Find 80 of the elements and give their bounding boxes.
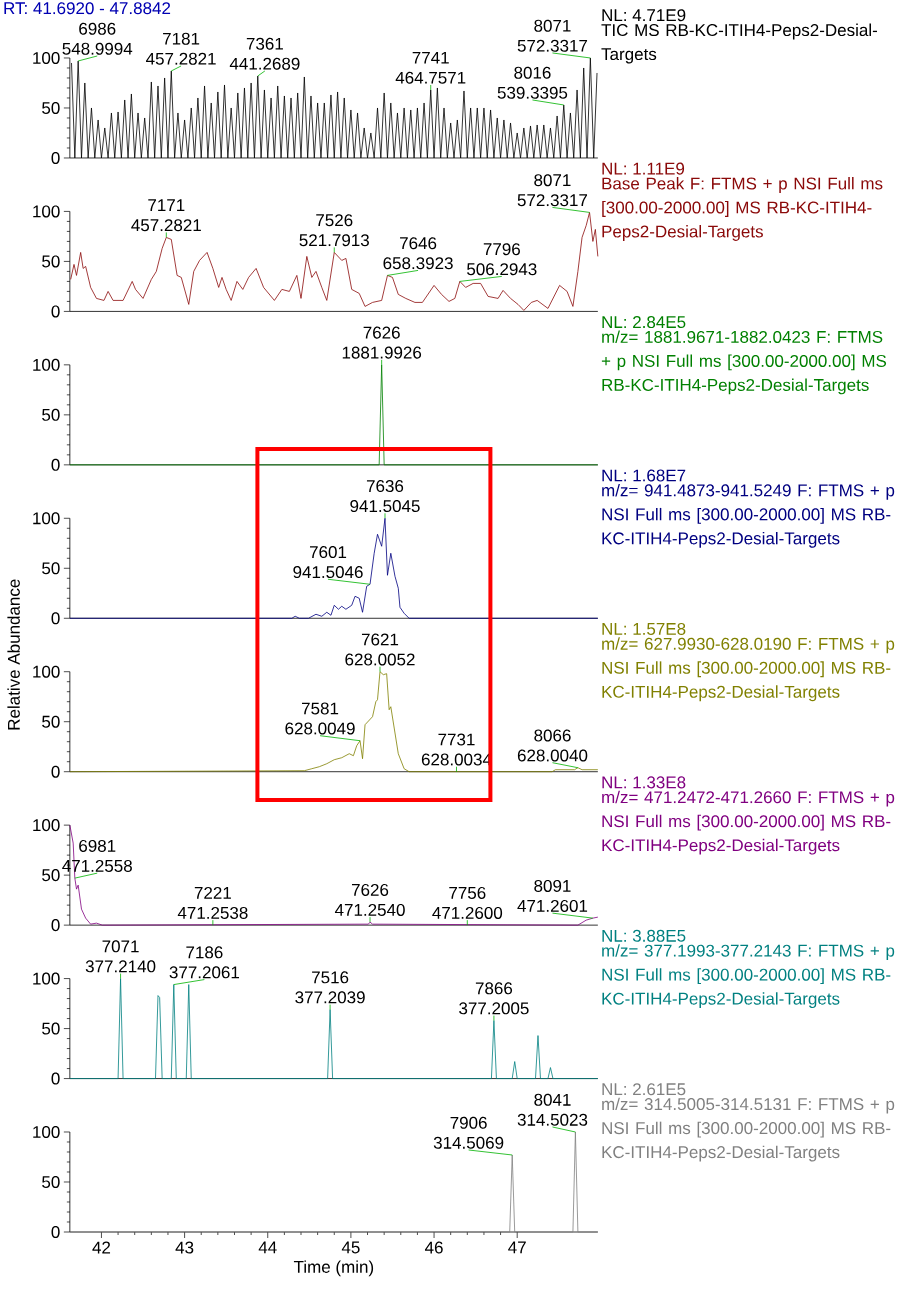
line-series	[70, 212, 599, 311]
annotation: 7071 377.2140	[85, 940, 156, 973]
annotation: 7186 377.2061	[169, 946, 239, 979]
annotation: 7741 464.7571	[395, 51, 466, 84]
annotation: 7906 314.5069	[433, 1116, 504, 1149]
annotation: 7866 377.2005	[459, 982, 529, 1015]
y-tick-label: 0	[51, 151, 60, 165]
y-tick-label: 50	[42, 1175, 60, 1189]
y-tick-label: 50	[42, 101, 60, 115]
x-axis-title: Time (min)	[293, 1260, 374, 1277]
y-tick-label: 100	[33, 358, 60, 371]
series-label: Base Peak F: FTMS + p NSI Full ms [300.00-2000.00] MS RB-KC-ITIH4-Peps2-Desial-Targets	[602, 177, 883, 241]
x-tick-label: 43	[175, 1241, 194, 1254]
text: NL: 3.88E5	[602, 929, 686, 942]
y-tick-label: 50	[42, 715, 60, 728]
annotation: 7361 441.2689	[229, 37, 300, 70]
y-tick-label: 50	[42, 408, 60, 421]
annotation: 7181 457.2821	[146, 32, 216, 65]
annotation: 7581 628.0049	[285, 702, 355, 735]
series-label: m/z= 314.5005-314.5131 F: FTMS + p NSI Full ms [300.00-2000.00] MS RB-KC-ITIH4-Peps2-Desial-Targets	[602, 1097, 895, 1162]
annotation: 7526 521.7913	[299, 214, 369, 247]
y-tick-label: 0	[51, 1225, 60, 1239]
y-tick-label: 0	[51, 458, 60, 471]
y-tick-label: 100	[33, 512, 60, 525]
annotation: 8016 539.3395	[497, 66, 568, 99]
annotation: 7626 471.2540	[334, 883, 405, 916]
y-tick-label: 50	[42, 869, 60, 882]
series-label: TIC MS RB-KC-ITIH4-Peps2-Desial-Targets	[601, 23, 878, 64]
x-tick-label: 44	[258, 1241, 277, 1254]
y-tick-label: 100	[33, 1125, 60, 1139]
annotation: 7601 941.5046	[293, 546, 363, 579]
y-tick-label: 100	[33, 665, 60, 678]
line-series	[69, 671, 599, 773]
annotation: 7636 941.5045	[350, 480, 420, 513]
text: NL: 4.71E9	[602, 9, 686, 22]
x-tick-label: 42	[92, 1241, 111, 1254]
annotation: 8066 628.0040	[517, 729, 588, 762]
text: NL: 1.57E8	[602, 622, 686, 635]
y-tick-label: 100	[33, 819, 60, 832]
x-tick-label: 46	[424, 1241, 443, 1254]
x-tick-label: 45	[341, 1241, 360, 1254]
annotation: 8071 572.3317	[517, 174, 588, 207]
y-tick-label: 0	[51, 305, 60, 318]
text: NL: 1.11E9	[602, 162, 685, 175]
text: NL: 2.61E5	[602, 1083, 686, 1096]
y-tick-label: 50	[42, 562, 60, 575]
line-series	[69, 517, 599, 619]
y-axis-title: Relative Abundance	[7, 579, 20, 730]
annotation: 7756 471.2600	[432, 886, 503, 919]
annotation: 8071 572.3317	[517, 19, 588, 52]
annotation: 7221 471.2538	[177, 886, 248, 919]
y-tick-label: 50	[42, 1022, 60, 1035]
text: RT: 41.6920 - 47.8842	[4, 2, 171, 15]
annotation: 8091 471.2601	[517, 879, 588, 912]
text: NL: 2.84E5	[602, 316, 686, 329]
text: NL: 1.33E8	[602, 776, 686, 789]
annotation: 7621 628.0052	[345, 633, 415, 666]
text: m/z= 627.9930-628.0190 F: FTMS + p NSI Full ms [300.00-2000.00] MS RB-KC-ITIH4-Peps2-Desial-Targets	[602, 637, 895, 702]
annotation: 7516 377.2039	[295, 971, 365, 1004]
y-tick-label: 0	[51, 1072, 60, 1085]
annotation: 7171 457.2821	[131, 199, 201, 232]
y-tick-label: 50	[42, 255, 60, 268]
y-tick-label: 100	[33, 51, 60, 65]
annotation: 7646 658.3923	[383, 237, 453, 270]
y-tick-label: 100	[33, 205, 60, 218]
text: m/z= 1881.9671-1882.0423 F: FTMS + p NSI Full ms [300.00-2000.00] MS RB-KC-ITIH4-Peps2-Desial-Targets	[601, 330, 887, 395]
annotation: 8041 314.5023	[517, 1093, 588, 1126]
annotation: 6981 471.2558	[62, 839, 132, 872]
annotation: 7626 1881.9926	[342, 326, 422, 359]
y-tick-label: 0	[51, 765, 60, 778]
text: m/z= 471.2472-471.2660 F: FTMS + p NSI Full ms [300.00-2000.00] MS RB-KC-ITIH4-Peps2-Desial-Targets	[602, 790, 895, 855]
y-tick-label: 0	[51, 612, 60, 625]
text: m/z= 941.4873-941.5249 F: FTMS + p NSI Full ms [300.00-2000.00] MS RB-KC-ITIH4-Peps2-Desial-Targets	[602, 483, 895, 548]
y-tick-label: 0	[51, 919, 60, 932]
text: m/z= 377.1993-377.2143 F: FTMS + p NSI Full ms [300.00-2000.00] MS RB-KC-ITIH4-Peps2-Desial-Targets	[602, 944, 895, 1009]
annotation: 7796 506.2943	[467, 243, 537, 276]
y-tick-label: 100	[33, 972, 60, 985]
x-tick-label: 47	[508, 1241, 526, 1254]
annotation: 6986 548.9994	[62, 22, 133, 55]
text: NL: 1.68E7	[602, 469, 686, 482]
